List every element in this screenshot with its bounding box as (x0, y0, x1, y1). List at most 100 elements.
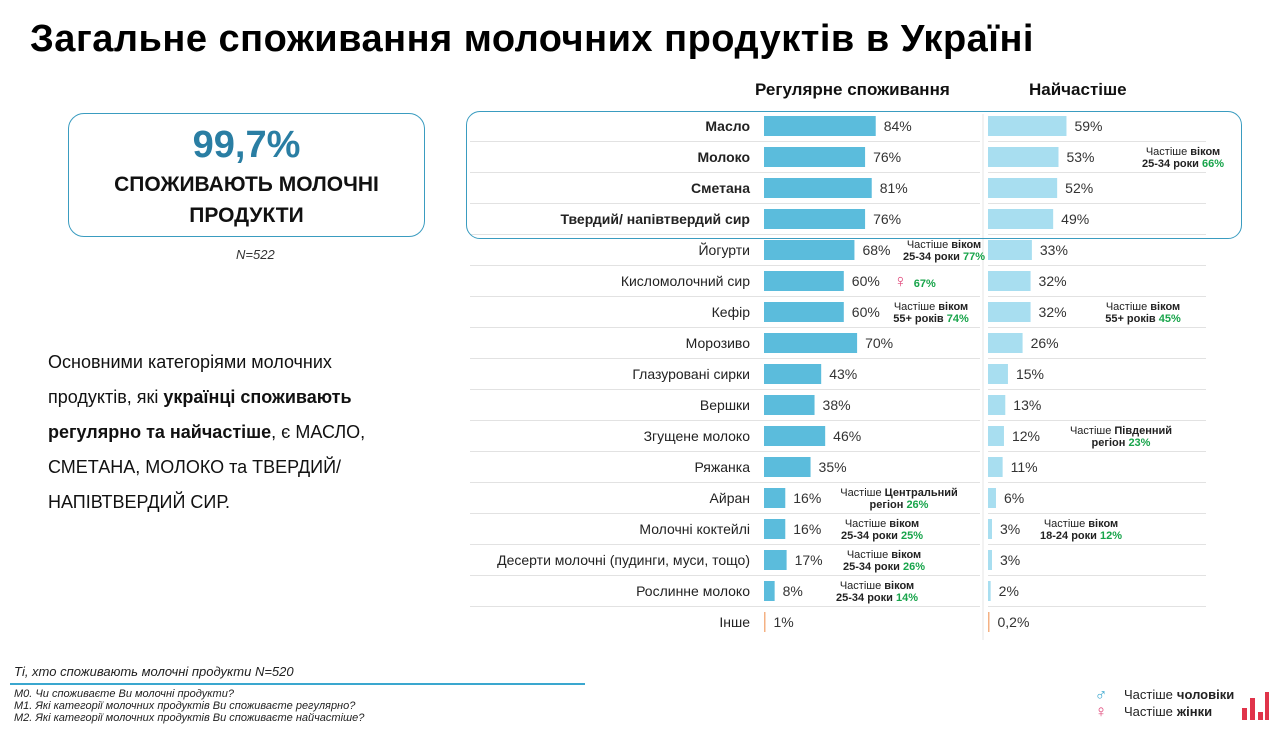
annotation-line-1: Частіше Центральний (840, 487, 958, 499)
frequent-value-label: 13% (1013, 397, 1041, 413)
frequent-bar (988, 426, 1004, 446)
regular-bar (764, 240, 855, 260)
headline-stat-label: СПОЖИВАЮТЬ МОЛОЧНІ ПРОДУКТИ (114, 173, 379, 227)
female-symbol-icon: ♀ (1094, 701, 1108, 721)
frequent-bar (988, 519, 992, 539)
headline-sample-size: N=522 (236, 247, 275, 262)
regular-bar (764, 426, 826, 446)
regular-value-label: 35% (819, 459, 847, 475)
legend-male-bold: чоловіки (1176, 687, 1235, 702)
frequent-value-label: 6% (1004, 490, 1024, 506)
annotation-line-2: 55+ років 45% (1105, 313, 1181, 325)
brand-logo-icon (1242, 692, 1269, 720)
annotation-line-2: 25-34 роки 66% (1142, 158, 1224, 170)
category-label: Ряжанка (694, 459, 750, 475)
annotation-line-2: 25-34 роки 25% (841, 530, 923, 542)
summary-part-2: , є МАСЛО, СМЕТАНА, МОЛОКО та ТВЕРДИЙ/НА… (48, 422, 366, 512)
category-label: Айран (710, 490, 750, 506)
summary-part-1: Основними категоріями молочних продуктів… (48, 352, 332, 407)
category-label: Десерти молочні (пудинги, муси, тощо) (497, 552, 750, 568)
category-label: Рослинне молоко (636, 583, 750, 599)
regular-bar (764, 612, 766, 632)
frequent-value-label: 32% (1039, 304, 1067, 320)
female-symbol-icon: ♀ (894, 271, 908, 291)
frequent-value-label: 59% (1074, 118, 1102, 134)
category-label: Молочні коктейлі (639, 521, 750, 537)
regular-value-label: 81% (880, 180, 908, 196)
frequent-bar (988, 364, 1008, 384)
regular-bar (764, 550, 787, 570)
column-header-regular: Регулярне споживання (755, 80, 950, 99)
frequent-value-label: 33% (1040, 242, 1068, 258)
annotation-line-1: Частіше віком (1146, 146, 1220, 158)
regular-bar (764, 581, 775, 601)
frequent-value-label: 11% (1011, 459, 1038, 475)
annotation-line-1: Частіше Південний (1070, 425, 1172, 437)
frequent-bar (988, 457, 1003, 477)
frequent-value-label: 52% (1065, 180, 1093, 196)
category-label: Йогурти (698, 241, 750, 258)
annotation-line-1: Частіше віком (1044, 518, 1118, 530)
regular-bar (764, 116, 876, 136)
annotation-line-2: 25-34 роки 26% (843, 561, 925, 573)
regular-value-label: 16% (793, 521, 821, 537)
annotation-line-2: 25-34 роки 14% (836, 592, 918, 604)
regular-value-label: 38% (823, 397, 851, 413)
annotation-line-1: Частіше віком (840, 580, 914, 592)
regular-value-label: 60% (852, 273, 880, 289)
frequent-bar (988, 116, 1067, 136)
frequent-bar (988, 302, 1031, 322)
annotation-line-1: Частіше віком (894, 301, 968, 313)
regular-bar (764, 302, 844, 322)
regular-bar (764, 519, 786, 539)
frequent-bar (988, 240, 1032, 260)
legend-female: ♀ Частіше жінки (1088, 701, 1234, 721)
frequent-value-label: 2% (999, 583, 1019, 599)
frequent-bar (988, 488, 996, 508)
frequent-bar (988, 147, 1059, 167)
regular-bar (764, 209, 866, 229)
question-m1: М1. Які категорії молочних продуктів Ви … (14, 700, 356, 712)
category-label: Глазуровані сирки (632, 366, 750, 382)
frequent-value-label: 0,2% (998, 614, 1030, 630)
question-m2: М2. Які категорії молочних продуктів Ви … (14, 712, 365, 724)
annotation-line-2: 25-34 роки 77% (903, 251, 985, 263)
question-m0: М0. Чи споживаєте Ви молочні продукти? (14, 688, 234, 700)
regular-value-label: 70% (865, 335, 893, 351)
category-label: Твердий/ напівтвердий сир (560, 211, 750, 227)
regular-value-label: 76% (873, 211, 901, 227)
frequent-value-label: 53% (1066, 149, 1094, 165)
annotation-line-1: Частіше віком (1106, 301, 1180, 313)
headline-stat-box: 99,7% СПОЖИВАЮТЬ МОЛОЧНІ ПРОДУКТИ (68, 113, 425, 237)
regular-bar (764, 364, 822, 384)
frequent-value-label: 15% (1016, 366, 1044, 382)
regular-value-label: 60% (852, 304, 880, 320)
annotation-value: 67% (914, 278, 936, 290)
legend-male-prefix: Частіше (1124, 687, 1173, 702)
frequent-bar (988, 271, 1031, 291)
frequent-bar (988, 209, 1054, 229)
regular-bar (764, 147, 866, 167)
regular-value-label: 1% (774, 614, 794, 630)
regular-value-label: 17% (795, 552, 823, 568)
category-label: Вершки (700, 397, 750, 413)
frequent-value-label: 3% (1000, 552, 1020, 568)
frequent-value-label: 26% (1031, 335, 1059, 351)
summary-bold: українці споживають регулярно та найчаст… (48, 387, 352, 442)
frequent-bar (988, 550, 992, 570)
frequent-value-label: 12% (1012, 428, 1040, 444)
annotation-line-1: Частіше віком (845, 518, 919, 530)
category-label: Молоко (698, 149, 751, 165)
annotation-line-1: Частіше віком (847, 549, 921, 561)
regular-value-label: 16% (793, 490, 821, 506)
frequent-value-label: 3% (1000, 521, 1020, 537)
annotation-line-2: регіон 23% (1092, 437, 1151, 449)
regular-bar (764, 178, 872, 198)
male-symbol-icon: ♂ (1094, 684, 1108, 704)
regular-bar (764, 488, 786, 508)
annotation-line-1: Частіше віком (907, 239, 981, 251)
dairy-consumption-chart: Масло 84% 59% Молоко 76% 53% Сметана 81% 52% Твер… (470, 114, 1224, 640)
legend-female-bold: жінки (1176, 704, 1213, 719)
frequent-bar (988, 612, 990, 632)
frequent-value-label: 32% (1039, 273, 1067, 289)
